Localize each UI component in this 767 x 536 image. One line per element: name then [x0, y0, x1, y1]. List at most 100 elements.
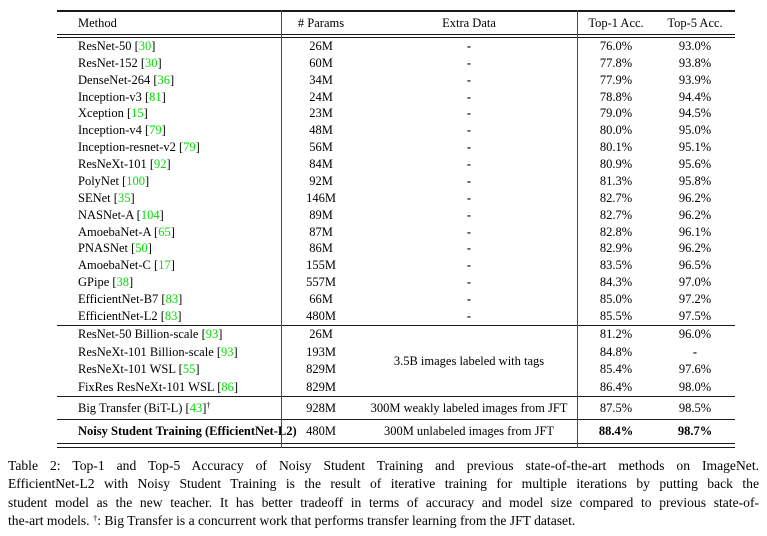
params-cell: 86M — [309, 241, 333, 256]
table-row: AmoebaNet-C [17] 155M - 83.5% 96.5% — [57, 257, 735, 274]
method-cell: ResNeXt-101 WSL [55] — [78, 362, 200, 377]
citation-ref[interactable]: 43 — [189, 400, 203, 415]
top1-acc-cell: 76.0% — [599, 38, 633, 53]
citation-ref[interactable]: 65 — [158, 224, 171, 239]
top5-acc-cell: 96.0% — [678, 327, 712, 342]
top5-acc-cell: 98.0% — [678, 379, 712, 394]
top1-acc-cell: 77.8% — [599, 55, 633, 70]
params-cell: 829M — [306, 362, 336, 377]
top5-acc-cell: 97.5% — [678, 308, 712, 323]
table-row: NASNet-A [104] 89M - 82.7% 96.2% — [57, 207, 735, 224]
top1-acc-cell: 85.5% — [599, 308, 633, 323]
top5-acc-cell: 93.0% — [678, 38, 712, 53]
top5-acc-cell: 98.5% — [678, 400, 712, 415]
column-separator-extra-acc — [577, 10, 578, 448]
method-cell: ResNeXt-101 [92] — [78, 157, 171, 172]
method-cell: GPipe [38] — [78, 275, 134, 290]
params-cell: 92M — [309, 173, 333, 188]
method-cell: Noisy Student Training (EfficientNet-L2) — [78, 424, 297, 438]
header-rule-lower — [57, 37, 735, 38]
method-cell: ResNet-50 [30] — [78, 38, 156, 53]
table-row: GPipe [38] 557M - 84.3% 97.0% — [57, 274, 735, 291]
extra-data-cell: - — [466, 140, 472, 155]
table-row: Big Transfer (BiT-L) [43]† 928M 300M weakl… — [57, 397, 735, 419]
citation-ref[interactable]: 17 — [158, 258, 171, 273]
params-cell: 34M — [309, 72, 333, 87]
citation-ref[interactable]: 93 — [221, 344, 234, 359]
params-cell: 66M — [309, 292, 333, 307]
citation-ref[interactable]: 86 — [221, 379, 234, 394]
params-cell: 87M — [309, 224, 333, 239]
method-cell: NASNet-A [104] — [78, 207, 164, 222]
table-row: PolyNet [100] 92M - 81.3% 95.8% — [57, 173, 735, 190]
citation-ref[interactable]: 30 — [138, 38, 152, 53]
extra-data-cell: - — [466, 89, 472, 104]
citation-ref[interactable]: 83 — [165, 292, 179, 307]
caption-line: EfficientNet-L2 with Noisy Student Train… — [8, 476, 759, 492]
citation-ref[interactable]: 79 — [149, 123, 162, 138]
top1-acc-cell: 82.8% — [599, 224, 633, 239]
citation-ref[interactable]: 104 — [140, 207, 160, 222]
method-cell: AmoebaNet-A [65] — [78, 224, 175, 239]
top1-acc-cell: 82.9% — [599, 241, 633, 256]
table-row: ResNet-50 Billion-scale [93] 26M 81.2% 96.0… — [57, 326, 735, 344]
citation-ref[interactable]: 30 — [145, 55, 158, 70]
top1-acc-cell: 80.0% — [599, 123, 633, 138]
params-cell: 84M — [309, 157, 333, 172]
citation-ref[interactable]: 100 — [126, 173, 146, 188]
citation-ref[interactable]: 50 — [135, 241, 148, 256]
params-cell: 24M — [309, 89, 333, 104]
citation-ref[interactable]: 38 — [116, 275, 130, 290]
params-cell: 23M — [309, 106, 333, 121]
table-row: ResNeXt-101 WSL [55] 829M 85.4% 97.6% — [57, 361, 735, 379]
method-cell: Inception-v4 [79] — [78, 123, 166, 138]
extra-data-cell: - — [466, 106, 472, 121]
citation-ref[interactable]: 36 — [157, 72, 171, 87]
table-row: ResNet-152 [30] 60M - 77.8% 93.8% — [57, 55, 735, 72]
citation-ref[interactable]: 93 — [205, 327, 219, 342]
top5-acc-cell: 95.0% — [678, 123, 712, 138]
citation-ref[interactable]: 79 — [183, 140, 196, 155]
method-cell: EfficientNet-B7 [83] — [78, 292, 183, 307]
caption-line: Table 2: Top-1 and Top-5 Accuracy of Noi… — [8, 458, 759, 473]
section-rule-3 — [57, 419, 735, 420]
top5-acc-cell: 96.2% — [678, 207, 712, 222]
citation-ref[interactable]: 55 — [182, 362, 196, 377]
citation-ref[interactable]: 15 — [131, 106, 144, 121]
top5-acc-cell: 97.6% — [678, 362, 712, 377]
table-row: Noisy Student Training (EfficientNet-L2)… — [57, 420, 735, 443]
top1-acc-cell: 81.3% — [599, 173, 633, 188]
method-cell: ResNet-50 Billion-scale [93] — [78, 327, 223, 342]
citation-ref[interactable]: 83 — [164, 308, 178, 323]
params-cell: 155M — [306, 258, 336, 273]
params-cell: 557M — [306, 275, 336, 290]
method-cell: ResNet-152 [30] — [78, 55, 162, 70]
table-row: SENet [35] 146M - 82.7% 96.2% — [57, 190, 735, 207]
citation-ref[interactable]: 81 — [149, 89, 162, 104]
method-cell: Inception-resnet-v2 [79] — [78, 140, 200, 155]
dagger-symbol: † — [92, 513, 98, 524]
top5-acc-cell: 97.0% — [678, 275, 712, 290]
params-cell: 146M — [306, 190, 336, 205]
dagger-superscript: † — [206, 399, 211, 410]
params-cell: 480M — [306, 308, 336, 323]
top5-acc-cell: 97.2% — [678, 292, 712, 307]
method-cell: Inception-v3 [81] — [78, 89, 166, 104]
extra-data-cell: - — [466, 258, 472, 273]
params-cell: 928M — [306, 400, 336, 415]
table-bottom-rule-lower — [57, 447, 735, 448]
top5-acc-cell: 93.8% — [678, 55, 712, 70]
top1-acc-cell: 80.1% — [599, 140, 633, 155]
top5-acc-cell: 98.7% — [677, 424, 713, 438]
table-header-row: Method # Params Extra Data Top-1 Acc. To… — [57, 12, 735, 34]
method-cell: AmoebaNet-C [17] — [78, 258, 175, 273]
citation-ref[interactable]: 92 — [154, 157, 167, 172]
table-row: ResNeXt-101 Billion-scale [93] 193M 84.8% - — [57, 344, 735, 362]
section-rule-1 — [57, 325, 735, 326]
params-cell: 26M — [309, 327, 333, 342]
top5-acc-cell: 94.4% — [678, 89, 712, 104]
table-caption: Table 2: Top-1 and Top-5 Accuracy of Noi… — [8, 457, 759, 531]
extra-data-cell: 300M unlabeled images from JFT — [383, 424, 555, 438]
citation-ref[interactable]: 35 — [117, 190, 131, 205]
extra-data-cell: - — [466, 38, 472, 53]
